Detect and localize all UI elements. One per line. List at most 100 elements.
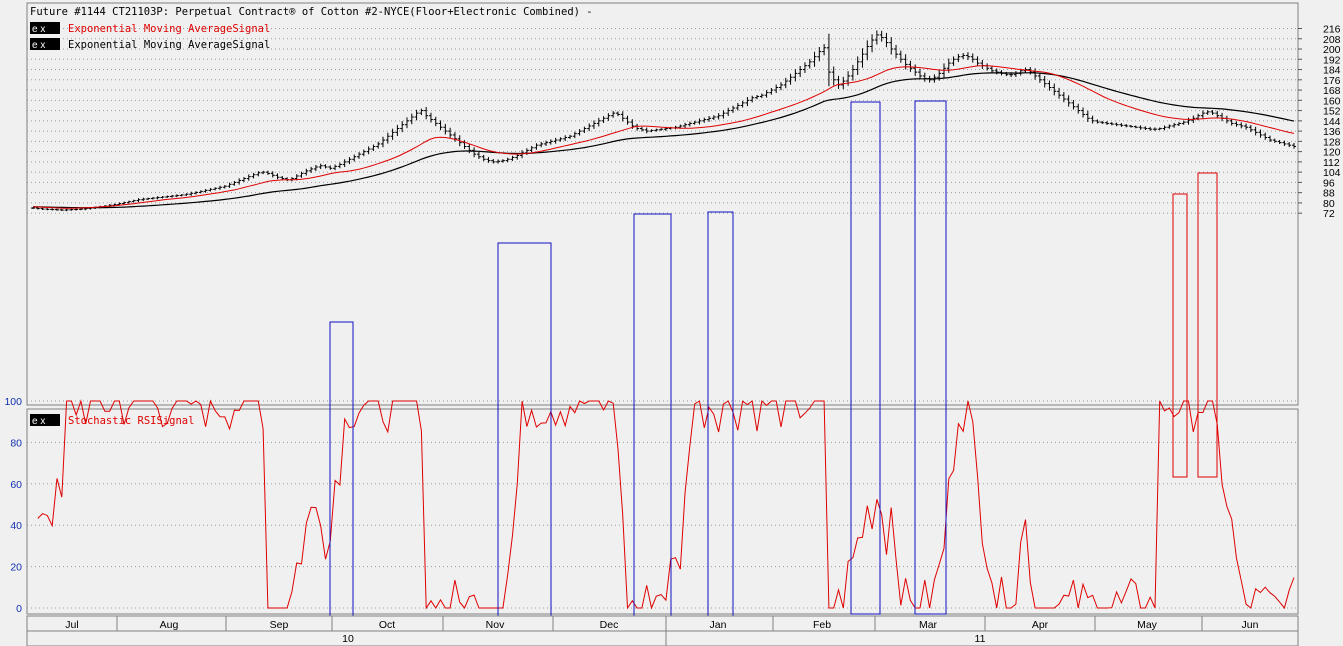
signal-box — [1172, 193, 1188, 478]
oscillator-panel — [26, 408, 1299, 615]
price-bar — [170, 194, 175, 198]
price-bar — [788, 73, 793, 85]
price-bar — [265, 170, 270, 175]
price-bar — [1162, 125, 1167, 131]
svg-text:Exponential Moving AverageSign: Exponential Moving AverageSignal — [68, 23, 270, 35]
price-bar — [299, 171, 304, 178]
price-bar — [649, 129, 654, 133]
price-bar — [1071, 100, 1076, 110]
price-bar — [404, 117, 409, 129]
price-bar — [438, 120, 443, 131]
price-bar — [505, 157, 510, 163]
price-panel — [26, 2, 1299, 406]
price-bar — [965, 52, 970, 61]
price-bar — [146, 197, 151, 200]
price-bar — [898, 50, 903, 63]
price-bar — [1268, 135, 1273, 143]
price-bar — [54, 208, 59, 211]
price-bar — [534, 143, 539, 150]
price-bar — [563, 135, 568, 142]
price-bar — [1244, 123, 1249, 130]
price-bar — [376, 141, 381, 149]
price-bar — [184, 193, 189, 196]
price-tick-label: 192 — [1323, 54, 1341, 66]
ema-fast-line — [32, 65, 1295, 209]
price-bar — [908, 60, 913, 72]
price-bar — [1292, 142, 1296, 149]
price-bar — [381, 136, 386, 148]
price-bar — [697, 118, 702, 125]
price-bar — [956, 53, 961, 63]
price-bar — [822, 44, 827, 56]
price-bar — [1037, 72, 1042, 83]
oscillator-axis-ticks: 100 80 60 40 20 0 — [4, 396, 22, 615]
price-bar — [769, 88, 774, 95]
price-bar — [313, 164, 318, 172]
price-bar — [1167, 124, 1172, 129]
price-bar — [783, 77, 788, 89]
legend-item-ema-red: e x Exponential Moving AverageSignal — [30, 22, 270, 35]
price-axis — [1298, 3, 1343, 405]
price-bar — [951, 56, 956, 66]
price-bar — [424, 106, 429, 120]
price-bars — [31, 30, 1296, 212]
price-bar — [419, 108, 424, 116]
price-tick-label: 144 — [1323, 116, 1341, 128]
price-bar — [448, 127, 453, 139]
price-bar — [826, 33, 831, 87]
price-bar — [683, 122, 688, 128]
price-tick-label: 176 — [1323, 75, 1341, 87]
price-bar — [1128, 124, 1133, 128]
price-bar — [1143, 126, 1148, 131]
price-tick-label: 216 — [1323, 24, 1341, 36]
price-bar — [639, 126, 644, 132]
price-tick-label: 80 — [1323, 198, 1335, 210]
price-bar — [414, 109, 419, 121]
price-axis-ticks: 2162082001921841761681601521441361281201… — [1298, 24, 1341, 220]
price-bar — [1282, 140, 1287, 146]
price-bar — [189, 191, 194, 196]
price-bar — [256, 171, 261, 177]
price-tick-label: 200 — [1323, 44, 1341, 56]
price-bar — [227, 182, 232, 188]
price-bar — [1066, 95, 1071, 107]
price-bar — [491, 158, 496, 164]
price-bar — [333, 164, 338, 171]
price-bar — [1157, 127, 1162, 131]
osc-tick-label: 0 — [16, 603, 22, 615]
price-bar — [50, 208, 55, 211]
price-bar — [707, 115, 712, 122]
price-bar — [865, 40, 870, 61]
price-bar — [198, 190, 203, 194]
svg-text:Exponential Moving AverageSign: Exponential Moving AverageSignal — [68, 39, 270, 51]
price-tick-label: 88 — [1323, 188, 1335, 200]
price-bar — [989, 65, 994, 74]
month-label: Aug — [160, 619, 179, 631]
price-bar — [45, 208, 50, 211]
price-bar — [428, 112, 433, 123]
price-bar — [280, 176, 285, 180]
price-bar — [361, 149, 366, 157]
price-bar — [855, 56, 860, 75]
price-bar — [1287, 142, 1292, 148]
price-bar — [1100, 120, 1105, 124]
stochastic-rsi-line — [37, 399, 1295, 610]
price-bar — [711, 115, 716, 121]
price-bar — [150, 197, 155, 200]
price-bar — [582, 126, 587, 133]
price-tick-label: 136 — [1323, 126, 1341, 138]
price-bar — [654, 128, 659, 132]
price-bar — [213, 187, 218, 191]
month-label: Jun — [1242, 619, 1259, 631]
month-label: Jul — [65, 619, 78, 631]
price-bar — [275, 173, 280, 180]
price-bar — [1152, 127, 1157, 131]
chart-title: Future #1144 CT21103P: Perpetual Contrac… — [30, 6, 593, 18]
price-bar — [409, 113, 414, 125]
month-label: Sep — [270, 619, 289, 631]
price-bar — [1263, 132, 1268, 140]
price-bar — [879, 30, 884, 42]
price-bar — [644, 127, 649, 134]
ema-slow-line — [32, 72, 1295, 209]
price-bar — [975, 56, 980, 67]
